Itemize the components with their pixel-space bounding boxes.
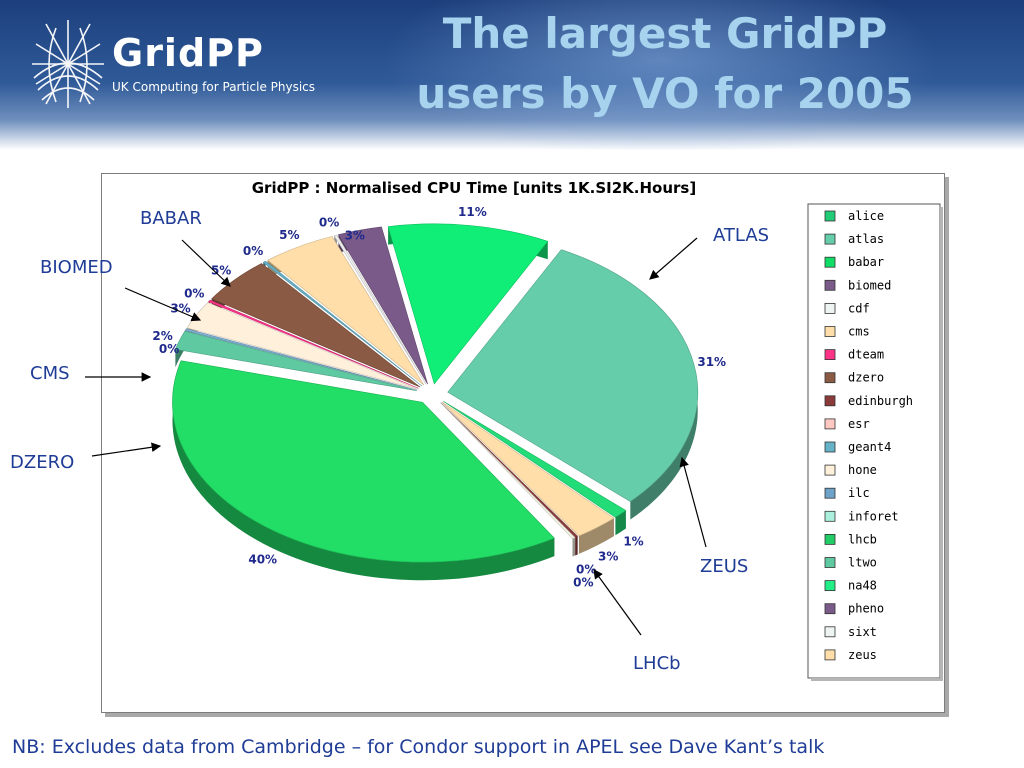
- pie-slice-side-sixt: [572, 537, 575, 557]
- callout-babar: BABAR: [140, 208, 202, 229]
- legend-swatch-edinburgh: [824, 395, 836, 407]
- legend-swatch-dzero: [824, 372, 836, 384]
- pie-label-cms: 5%: [279, 228, 299, 242]
- pie-label-geant4: 0%: [243, 244, 263, 258]
- pie-label-atlas: 31%: [697, 355, 726, 369]
- pie-slice-side-edinburgh: [575, 536, 578, 556]
- pie-slice-side-lhcb: [172, 360, 555, 581]
- legend-swatch-cms: [824, 326, 836, 337]
- callout-atlas: ATLAS: [713, 225, 770, 246]
- pie-slice-side-alice: [615, 510, 626, 536]
- chart-title: GridPP : Normalised CPU Time [units 1K.S…: [252, 179, 696, 197]
- legend-label-hone: hone: [848, 463, 877, 477]
- legend-swatch-alice: [824, 210, 836, 222]
- pie-slice-cms: [267, 236, 425, 386]
- slide-title: The largest GridPP users by VO for 2005: [360, 4, 970, 124]
- legend-swatch-biomed: [824, 279, 836, 291]
- pie-label-sixt: 0%: [573, 575, 593, 589]
- pie-slice-cdf: [333, 234, 427, 385]
- callout-zeus: ZEUS: [700, 556, 749, 577]
- legend-swatch-na48: [824, 580, 836, 592]
- pie-slice-ilc: [184, 328, 418, 391]
- header-banner: GridPP UK Computing for Particle Physics…: [0, 0, 1024, 150]
- legend-label-pheno: pheno: [848, 602, 884, 616]
- legend-label-ilc: ilc: [848, 486, 870, 500]
- logo-subtitle: UK Computing for Particle Physics: [112, 80, 316, 94]
- legend-label-dteam: dteam: [848, 348, 884, 362]
- legend-swatch-inforet: [824, 510, 836, 522]
- legend-label-edinburgh: edinburgh: [848, 394, 913, 408]
- pie-label-edinburgh: 0%: [576, 562, 596, 576]
- legend-swatch-esr: [824, 418, 836, 430]
- legend-swatch-ilc: [824, 487, 836, 499]
- pie-slice-biomed: [337, 226, 428, 385]
- logo-name: GridPP: [112, 31, 264, 75]
- legend-swatch-babar: [824, 256, 836, 268]
- legend-shadow-right: [940, 207, 943, 681]
- callout-biomed: BIOMED: [40, 257, 113, 278]
- legend-label-lhcb: lhcb: [848, 532, 877, 546]
- chart-frame: GridPP : Normalised CPU Time [units 1K.S…: [101, 173, 945, 713]
- chart-legend: alice atlas babar biomed cdf cms dteam dzero edi…: [807, 203, 943, 681]
- legend-label-dzero: dzero: [848, 371, 884, 385]
- legend-label-alice: alice: [848, 209, 884, 223]
- slide-title-line-1: The largest GridPP: [442, 9, 888, 58]
- pie-slice-dzero: [211, 263, 421, 388]
- pie-label-dzero: 5%: [211, 264, 231, 278]
- pie-slice-sixt: [440, 402, 576, 539]
- legend-label-geant4: geant4: [848, 440, 891, 454]
- pie-label-ltwo: 2%: [152, 329, 172, 343]
- callout-lhcb: LHCb: [633, 653, 681, 674]
- legend-label-cdf: cdf: [848, 301, 870, 315]
- banner-glow: [380, 0, 940, 150]
- callout-cms: CMS: [30, 363, 70, 384]
- legend-label-ltwo: ltwo: [848, 556, 877, 570]
- legend-label-zeus: zeus: [848, 648, 877, 662]
- legend-swatch-lhcb: [824, 533, 836, 545]
- legend-label-esr: esr: [848, 417, 870, 431]
- pie-chart: GridPP : Normalised CPU Time [units 1K.S…: [152, 179, 943, 681]
- legend-swatch-pheno: [824, 603, 836, 615]
- pie-slice-geant4: [262, 260, 423, 387]
- legend-swatch-geant4: [824, 441, 836, 453]
- legend-label-biomed: biomed: [848, 278, 891, 292]
- legend-swatch-cdf: [824, 302, 836, 314]
- pie-label-hone: 3%: [170, 301, 190, 315]
- legend-label-cms: cms: [848, 325, 870, 339]
- pie-label-dteam: 0%: [184, 286, 204, 300]
- pie-label-biomed: 3%: [345, 229, 365, 243]
- gridpp-globe-icon: [32, 20, 104, 108]
- pie-slice-side-zeus: [578, 518, 614, 554]
- legend-swatch-sixt: [824, 626, 836, 638]
- legend-swatch-ltwo: [824, 557, 836, 568]
- pie-slice-alice: [443, 400, 627, 518]
- legend-swatch-dteam: [824, 349, 836, 361]
- legend-swatch-hone: [824, 464, 836, 476]
- legend-label-atlas: atlas: [848, 232, 884, 246]
- pie-slice-atlas: [447, 249, 699, 502]
- pie-slice-zeus: [441, 401, 615, 537]
- legend-shadow-bottom: [811, 678, 943, 681]
- pie-slice-tops: [172, 223, 699, 563]
- legend-label-inforet: inforet: [848, 509, 899, 523]
- legend-label-babar: babar: [848, 255, 884, 269]
- pie-label-alice: 1%: [623, 535, 643, 549]
- legend-swatch-zeus: [824, 649, 836, 661]
- legend-label-na48: na48: [848, 579, 877, 593]
- pie-label-cdf: 0%: [319, 216, 339, 230]
- pie-slice-dteam: [207, 299, 419, 389]
- footer-note: NB: Excludes data from Cambridge – for C…: [12, 736, 825, 758]
- pie-label-zeus: 3%: [598, 549, 618, 563]
- pie-slice-babar: [387, 223, 549, 385]
- pie-label-lhcb: 40%: [248, 553, 277, 567]
- slide-title-line-2: users by VO for 2005: [416, 69, 914, 118]
- pie-slice-ltwo: [174, 330, 417, 392]
- pie-label-ilc: 0%: [159, 342, 179, 356]
- pie-label-babar: 11%: [458, 205, 487, 219]
- callout-dzero: DZERO: [10, 452, 75, 473]
- pie-slice-lhcb: [172, 360, 555, 563]
- legend-label-sixt: sixt: [848, 625, 877, 639]
- legend-swatch-atlas: [824, 233, 836, 245]
